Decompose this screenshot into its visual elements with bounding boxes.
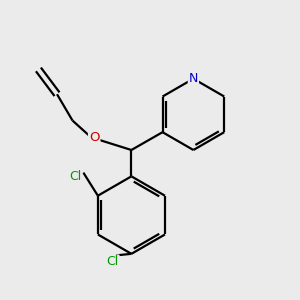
Text: Cl: Cl — [70, 170, 82, 183]
Text: O: O — [89, 131, 100, 144]
Text: N: N — [189, 72, 198, 85]
Text: Cl: Cl — [107, 255, 119, 268]
